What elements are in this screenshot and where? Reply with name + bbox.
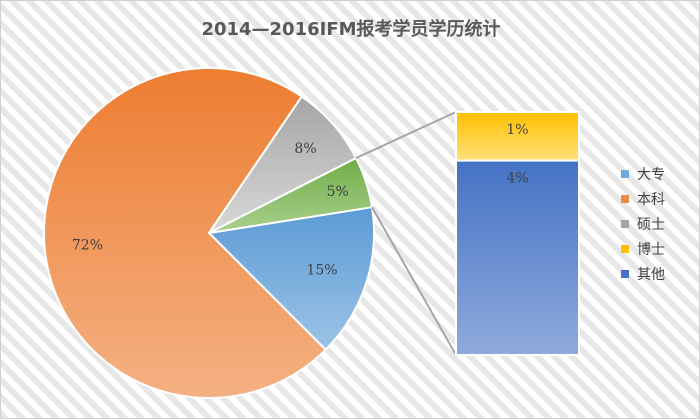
pie-group: 15% 72% 8% 5% bbox=[43, 67, 375, 399]
bar-segment-label: 4% bbox=[506, 171, 528, 187]
legend-label: 硕士 bbox=[637, 216, 665, 233]
connector-line bbox=[355, 111, 457, 159]
legend-item: 硕士 bbox=[621, 211, 665, 236]
legend-item: 博士 bbox=[621, 236, 665, 261]
pie-slice-label: 72% bbox=[72, 237, 103, 253]
pie-slice-label: 8% bbox=[294, 141, 316, 157]
legend: 大专 本科 硕士 博士 其他 bbox=[621, 161, 665, 286]
breakdown-connectors bbox=[355, 111, 457, 356]
bar-segment-label: 1% bbox=[506, 122, 528, 138]
pie-slice-dazhuan bbox=[206, 206, 375, 352]
connector-line bbox=[371, 206, 457, 356]
bar-segment-qita bbox=[455, 159, 580, 356]
breakdown-bar: 1% 4% bbox=[455, 111, 580, 356]
pie-slice-label: 5% bbox=[327, 184, 349, 200]
legend-label: 大专 bbox=[637, 166, 665, 183]
bar-segment-boshi bbox=[455, 111, 580, 162]
legend-swatch bbox=[621, 269, 629, 278]
legend-swatch bbox=[621, 194, 629, 203]
legend-swatch bbox=[621, 244, 629, 253]
legend-label: 本科 bbox=[637, 191, 665, 208]
pie-slice-benke bbox=[43, 67, 328, 399]
chart-title: 2014—2016IFM报考学员学历统计 bbox=[201, 19, 501, 40]
pie-slice-label: 15% bbox=[306, 263, 337, 279]
legend-swatch bbox=[621, 219, 629, 228]
legend-swatch bbox=[621, 169, 629, 178]
legend-item: 其他 bbox=[621, 261, 665, 286]
legend-item: 大专 bbox=[621, 161, 665, 186]
legend-label: 其他 bbox=[637, 266, 665, 283]
legend-item: 本科 bbox=[621, 186, 665, 211]
legend-label: 博士 bbox=[637, 241, 665, 258]
